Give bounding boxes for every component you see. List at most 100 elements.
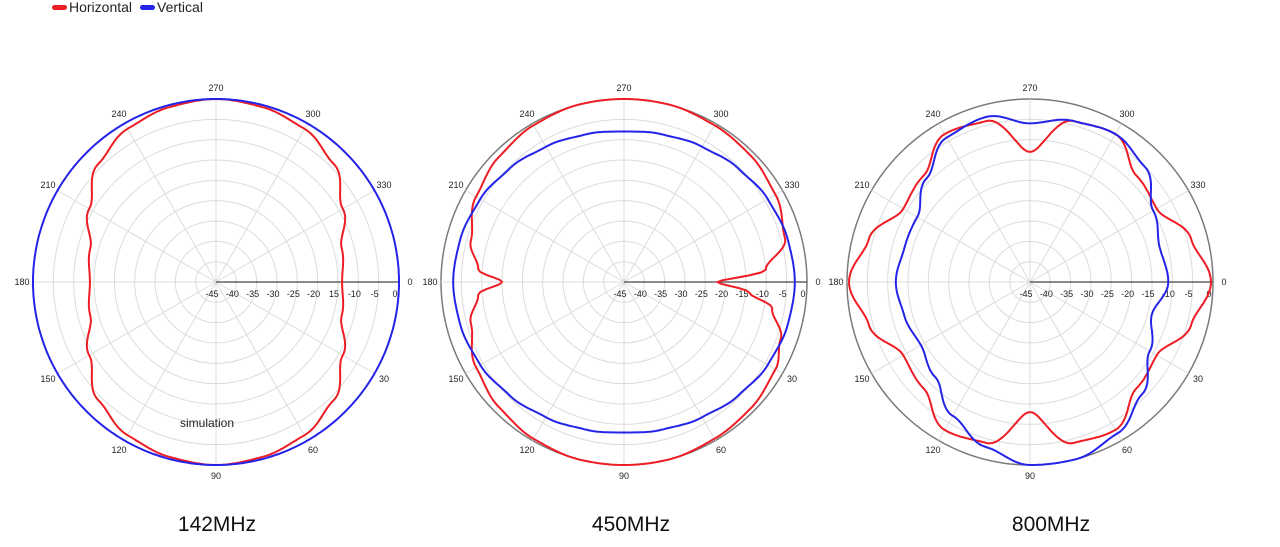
radial-tick-label: -25 <box>1101 289 1114 299</box>
radial-tick-label: -10 <box>1162 289 1175 299</box>
grid-spoke <box>215 281 308 441</box>
angle-label: 330 <box>784 180 799 190</box>
angle-label: 30 <box>379 374 389 384</box>
angle-label: 180 <box>422 277 437 287</box>
grid-spoke <box>465 190 625 283</box>
grid-spoke <box>938 281 1031 441</box>
radial-tick-label: -15 <box>1141 289 1154 299</box>
angle-label: 60 <box>308 445 318 455</box>
angle-label: 60 <box>1122 445 1132 455</box>
grid-spoke <box>1029 123 1122 283</box>
legend-label-vertical: Vertical <box>157 0 203 15</box>
radial-tick-label: -20 <box>715 289 728 299</box>
radial-tick-label: -40 <box>226 289 239 299</box>
angle-label: 210 <box>448 180 463 190</box>
angle-label: 150 <box>448 374 463 384</box>
angle-label: 330 <box>376 180 391 190</box>
radial-tick-label: -25 <box>695 289 708 299</box>
radial-tick-label: -35 <box>246 289 259 299</box>
grid-spoke <box>215 190 375 283</box>
radial-tick-label: 0 <box>800 289 805 299</box>
radial-tick-label: -40 <box>1040 289 1053 299</box>
radial-tick-label: -10 <box>756 289 769 299</box>
legend-swatch-horizontal <box>52 4 67 10</box>
annotation-simulation: simulation <box>180 416 234 430</box>
angle-label: 120 <box>519 445 534 455</box>
angle-label: 0 <box>815 277 820 287</box>
grid-spoke <box>623 190 783 283</box>
angle-label: 150 <box>40 374 55 384</box>
legend-item-horizontal: Horizontal <box>52 0 132 15</box>
series-vertical-line <box>32 98 400 466</box>
radial-tick-label: -35 <box>1060 289 1073 299</box>
grid-spoke <box>57 281 217 374</box>
grid-spoke <box>871 281 1031 374</box>
polar-chart-0: -45 -40 -35 -30 -25 -20 15 -10 -5 00 30 60 90 120 150 1… <box>14 83 412 481</box>
angle-label: 270 <box>616 83 631 93</box>
radial-tick-label: -5 <box>779 289 787 299</box>
angle-label: 300 <box>305 109 320 119</box>
radial-tick-label: -5 <box>1185 289 1193 299</box>
radial-tick-label: -45 <box>613 289 626 299</box>
angle-label: 120 <box>111 445 126 455</box>
radial-tick-label: -20 <box>1121 289 1134 299</box>
chart-title-2: 800MHz <box>1011 513 1091 536</box>
grid-spoke <box>124 281 217 441</box>
radial-tick-label: 0 <box>392 289 397 299</box>
angle-label: 90 <box>619 471 629 481</box>
grid-spoke <box>1029 281 1189 374</box>
polar-chart-1: -45 -40 -35 -30 -25 -20 -15 -10 -5 00 30 60 90 120 150… <box>422 83 820 481</box>
angle-label: 90 <box>211 471 221 481</box>
grid-spoke <box>1029 281 1122 441</box>
grid-spoke <box>871 190 1031 283</box>
angle-label: 330 <box>1190 180 1205 190</box>
polar-chart-2: -45 -40 -35 -30 -25 -20 -15 -10 -5 00306090120150… <box>828 83 1226 481</box>
grid-spoke <box>623 281 783 374</box>
radial-tick-label: -30 <box>266 289 279 299</box>
grid-spoke <box>532 281 625 441</box>
grid-spoke <box>532 123 625 283</box>
angle-label: 150 <box>854 374 869 384</box>
radial-tick-label: -25 <box>287 289 300 299</box>
angle-label: 210 <box>854 180 869 190</box>
grid-spoke <box>1029 190 1189 283</box>
angle-label: 0 <box>407 277 412 287</box>
angle-label: 270 <box>1022 83 1037 93</box>
grid-spoke <box>215 123 308 283</box>
grid-spoke <box>57 190 217 283</box>
grid-spoke <box>623 123 716 283</box>
angle-label: 210 <box>40 180 55 190</box>
radial-tick-label: -35 <box>654 289 667 299</box>
radial-tick-label: -45 <box>205 289 218 299</box>
angle-label: 300 <box>1119 109 1134 119</box>
chart-title-1: 450MHz <box>591 513 671 536</box>
radial-tick-label: -45 <box>1019 289 1032 299</box>
chart-title-0: 142MHz <box>177 513 257 536</box>
series-horizontal-line <box>85 97 347 467</box>
grid-spoke <box>938 123 1031 283</box>
grid-spoke <box>465 281 625 374</box>
angle-label: 240 <box>111 109 126 119</box>
radial-tick-label: -30 <box>674 289 687 299</box>
angle-label: 180 <box>14 277 29 287</box>
radial-tick-label: -5 <box>371 289 379 299</box>
grid-spoke <box>215 281 375 374</box>
legend-swatch-vertical <box>140 4 156 10</box>
series-vertical-line <box>894 115 1170 466</box>
angle-label: 60 <box>716 445 726 455</box>
angle-label: 0 <box>1221 277 1226 287</box>
radial-tick-label: -40 <box>634 289 647 299</box>
angle-label: 120 <box>925 445 940 455</box>
angle-label: 180 <box>828 277 843 287</box>
angle-label: 30 <box>1193 374 1203 384</box>
angle-label: 90 <box>1025 471 1035 481</box>
angle-label: 300 <box>713 109 728 119</box>
grid-spoke <box>623 281 716 441</box>
angle-label: 240 <box>519 109 534 119</box>
legend: Horizontal Vertical <box>52 0 203 15</box>
angle-label: 30 <box>787 374 797 384</box>
radial-tick-label: -10 <box>348 289 361 299</box>
angle-label: 240 <box>925 109 940 119</box>
series-horizontal-line <box>469 98 787 466</box>
